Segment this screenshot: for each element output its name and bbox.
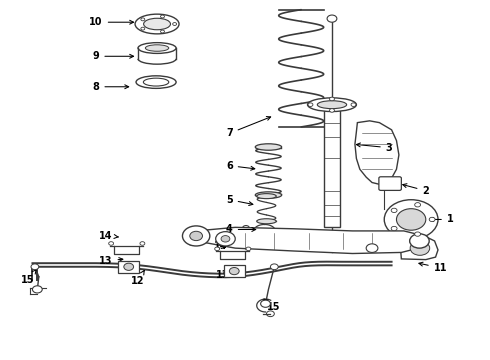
Text: 9: 9 [93,51,134,61]
Ellipse shape [144,78,169,86]
Circle shape [270,264,278,270]
Circle shape [384,200,438,239]
Circle shape [261,300,270,307]
Ellipse shape [255,144,282,150]
Text: 2: 2 [403,184,429,196]
Text: 11: 11 [419,262,447,273]
Text: 6: 6 [226,161,255,171]
Circle shape [141,18,145,21]
Circle shape [351,103,356,107]
Circle shape [246,247,251,251]
Circle shape [229,267,239,275]
Text: 5: 5 [226,195,253,206]
Circle shape [140,242,145,245]
Circle shape [410,234,429,248]
Circle shape [429,217,435,222]
Circle shape [267,311,274,317]
Text: 10: 10 [89,17,134,27]
Circle shape [391,208,397,212]
Circle shape [415,203,420,207]
Ellipse shape [257,219,276,224]
FancyBboxPatch shape [379,177,401,190]
Circle shape [215,247,220,251]
Polygon shape [400,237,438,260]
Text: 3: 3 [356,143,392,153]
Ellipse shape [138,42,176,53]
Text: 12: 12 [131,270,144,286]
Text: 7: 7 [226,117,270,138]
Ellipse shape [255,192,282,198]
Ellipse shape [146,45,169,51]
Text: 13: 13 [99,256,123,266]
Ellipse shape [144,18,171,30]
Circle shape [330,97,334,101]
Text: 14: 14 [99,231,118,240]
Text: 8: 8 [93,82,129,92]
Ellipse shape [257,194,276,199]
Polygon shape [190,227,421,253]
Ellipse shape [318,101,346,109]
Circle shape [366,244,378,252]
Circle shape [190,231,202,240]
Circle shape [172,23,176,26]
Ellipse shape [136,76,176,88]
FancyBboxPatch shape [223,265,245,277]
Circle shape [109,242,114,245]
Circle shape [216,231,235,246]
Text: 13: 13 [216,270,230,280]
Circle shape [308,103,313,107]
Circle shape [161,30,165,33]
Circle shape [330,109,334,112]
FancyBboxPatch shape [118,261,140,273]
Circle shape [161,15,165,18]
Text: 15: 15 [264,299,280,312]
Circle shape [31,264,39,270]
Circle shape [410,241,430,255]
Ellipse shape [135,14,179,34]
Circle shape [124,263,134,270]
Circle shape [396,209,426,230]
Text: 4: 4 [226,225,256,234]
Circle shape [141,27,145,30]
Circle shape [243,226,249,230]
Text: 15: 15 [21,270,36,285]
Circle shape [415,232,420,236]
Text: 14: 14 [214,241,227,251]
Circle shape [182,226,210,246]
Ellipse shape [308,98,356,112]
Circle shape [32,286,42,293]
Circle shape [221,235,230,242]
Circle shape [327,15,337,22]
Bar [324,110,340,226]
Polygon shape [355,121,399,184]
Text: 1: 1 [430,215,454,224]
Circle shape [391,226,397,231]
